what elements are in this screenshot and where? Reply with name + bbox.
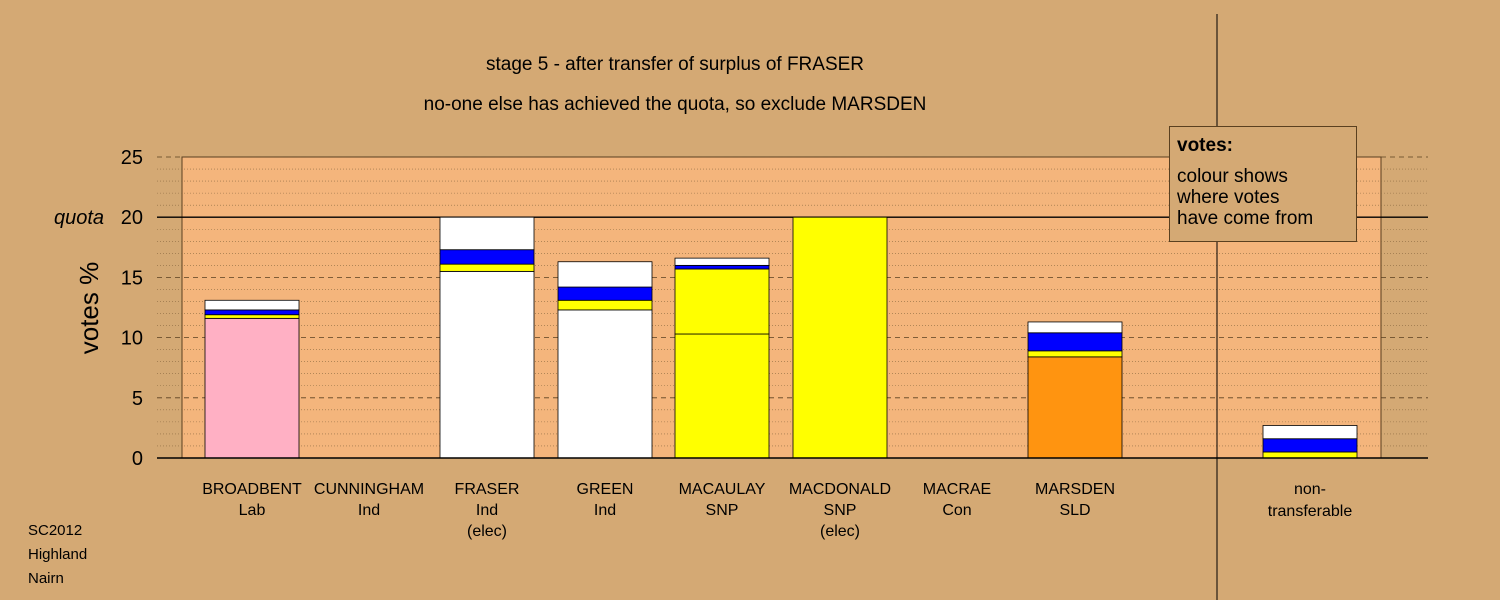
candidate-name-label: MACDONALD (789, 481, 891, 498)
candidate-party-label: Lab (239, 502, 266, 519)
bar-broadbent-segment (204, 317, 300, 459)
candidate-party-label: Con (942, 502, 971, 519)
bar-broadbent-segment (204, 314, 300, 319)
bar-green-segment (557, 299, 653, 311)
candidate-name-label: MARSDEN (1035, 481, 1115, 498)
legend-box: votes: colour shows where votes have com… (1169, 126, 1357, 242)
candidate-name-label: GREEN (577, 481, 634, 498)
candidate-note-label: (elec) (467, 523, 507, 540)
bar-broadbent-segment (204, 299, 300, 311)
bar-marsden-segment (1027, 356, 1123, 459)
non-transferable-label: non- (1294, 481, 1326, 498)
bar-macdonald-segment (792, 216, 888, 459)
candidate-party-label: Ind (594, 502, 616, 519)
bar-non-transferable-segment (1262, 438, 1358, 453)
y-tick-label: 5 (132, 388, 143, 410)
candidate-party-label: SLD (1059, 502, 1090, 519)
candidate-note-label: (elec) (820, 523, 860, 540)
y-tick-label: 20 (121, 207, 143, 229)
candidate-name-label: FRASER (455, 481, 520, 498)
bar-marsden-segment (1027, 332, 1123, 352)
candidate-name-label: BROADBENT (202, 481, 302, 498)
bar-fraser-segment (439, 216, 535, 251)
y-tick-label: 15 (121, 267, 143, 289)
candidate-party-label: Ind (476, 502, 498, 519)
non-transferable-label: transferable (1268, 503, 1353, 520)
bar-marsden-segment (1027, 350, 1123, 358)
bar-fraser-segment (439, 270, 535, 459)
candidate-party-label: SNP (706, 502, 739, 519)
bar-broadbent-segment (204, 309, 300, 316)
quota-label: quota (54, 207, 104, 229)
bar-green-segment (557, 261, 653, 288)
bar-green-segment (557, 309, 653, 459)
candidate-party-label: Ind (358, 502, 380, 519)
chart-title: stage 5 - after transfer of surplus of F… (485, 54, 865, 75)
footer-ward: Nairn (28, 570, 64, 587)
bar-non-transferable-segment (1262, 451, 1358, 459)
y-tick-label: 25 (121, 147, 143, 169)
candidate-party-label: SNP (824, 502, 857, 519)
y-tick-label: 0 (132, 448, 143, 470)
legend-heading: votes: (1177, 135, 1233, 156)
bar-non-transferable-segment (1262, 425, 1358, 440)
candidate-name-label: MACAULAY (679, 481, 766, 498)
bar-macaulay-segment (674, 333, 770, 459)
candidate-name-label: MACRAE (923, 481, 991, 498)
footer-election: SC2012 (28, 522, 83, 539)
chart-subtitle: no-one else has achieved the quota, so e… (423, 94, 927, 115)
y-tick-label: 10 (121, 328, 143, 350)
bar-macaulay-segment (674, 264, 770, 270)
bar-marsden-segment (1027, 321, 1123, 334)
footer-council: Highland (28, 546, 88, 563)
legend-body: colour shows where votes have come from (1177, 166, 1314, 229)
candidate-name-label: CUNNINGHAM (314, 481, 424, 498)
bar-green-segment (557, 286, 653, 301)
bar-macaulay-segment (674, 268, 770, 335)
bar-fraser-segment (439, 249, 535, 265)
y-axis-label: votes % (74, 262, 104, 355)
bar-macaulay-segment (674, 257, 770, 266)
bar-fraser-segment (439, 263, 535, 272)
